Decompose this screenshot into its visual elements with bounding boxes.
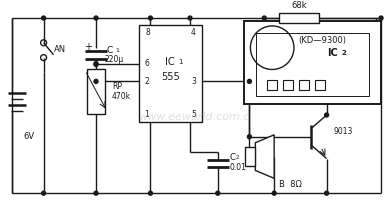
Circle shape xyxy=(247,135,251,139)
Circle shape xyxy=(94,62,98,66)
Text: 8: 8 xyxy=(145,28,150,37)
Bar xyxy=(283,80,293,90)
Bar xyxy=(244,21,381,104)
Circle shape xyxy=(94,16,98,20)
Text: 555: 555 xyxy=(161,72,180,83)
Text: 2: 2 xyxy=(342,50,346,56)
Text: IC: IC xyxy=(165,57,175,66)
Circle shape xyxy=(42,16,46,20)
Circle shape xyxy=(272,191,276,195)
Text: 0.01: 0.01 xyxy=(230,163,247,172)
Polygon shape xyxy=(255,135,274,178)
Text: 1: 1 xyxy=(178,59,183,65)
Circle shape xyxy=(188,16,192,20)
Text: 220μ: 220μ xyxy=(104,55,123,64)
Circle shape xyxy=(379,16,383,20)
Bar xyxy=(279,13,319,23)
Text: 1: 1 xyxy=(116,48,120,53)
Text: 1: 1 xyxy=(144,110,149,119)
Bar xyxy=(256,33,369,96)
Text: (KD—9300): (KD—9300) xyxy=(299,36,347,45)
Circle shape xyxy=(94,79,98,83)
Circle shape xyxy=(94,191,98,195)
Text: 2: 2 xyxy=(144,77,149,86)
Bar xyxy=(267,80,277,90)
Circle shape xyxy=(325,113,329,117)
Text: B  8Ω: B 8Ω xyxy=(279,180,302,189)
Circle shape xyxy=(149,191,152,195)
Circle shape xyxy=(325,191,329,195)
Text: 2: 2 xyxy=(236,155,239,160)
Text: C: C xyxy=(230,153,235,162)
Text: 6: 6 xyxy=(144,59,149,68)
Bar xyxy=(87,69,105,114)
Bar xyxy=(245,147,255,166)
Text: 9013: 9013 xyxy=(333,127,353,136)
Text: 68k: 68k xyxy=(291,1,307,10)
Bar xyxy=(299,80,309,90)
Text: 5: 5 xyxy=(191,110,196,119)
Circle shape xyxy=(149,16,152,20)
Circle shape xyxy=(216,191,220,195)
Circle shape xyxy=(262,16,266,20)
Text: 3: 3 xyxy=(191,77,196,86)
Text: +: + xyxy=(84,42,92,52)
Circle shape xyxy=(42,191,46,195)
Text: 4: 4 xyxy=(191,28,195,37)
Circle shape xyxy=(247,79,251,83)
Text: AN: AN xyxy=(53,45,66,54)
Text: IC: IC xyxy=(327,48,338,58)
Bar xyxy=(315,80,325,90)
Circle shape xyxy=(94,62,98,66)
Text: 470k: 470k xyxy=(112,92,131,101)
Text: RP: RP xyxy=(112,82,122,91)
Text: 6V: 6V xyxy=(24,132,35,141)
Text: www.eeworld.com.c: www.eeworld.com.c xyxy=(138,112,250,122)
Text: C: C xyxy=(107,46,113,55)
Bar xyxy=(138,25,202,122)
